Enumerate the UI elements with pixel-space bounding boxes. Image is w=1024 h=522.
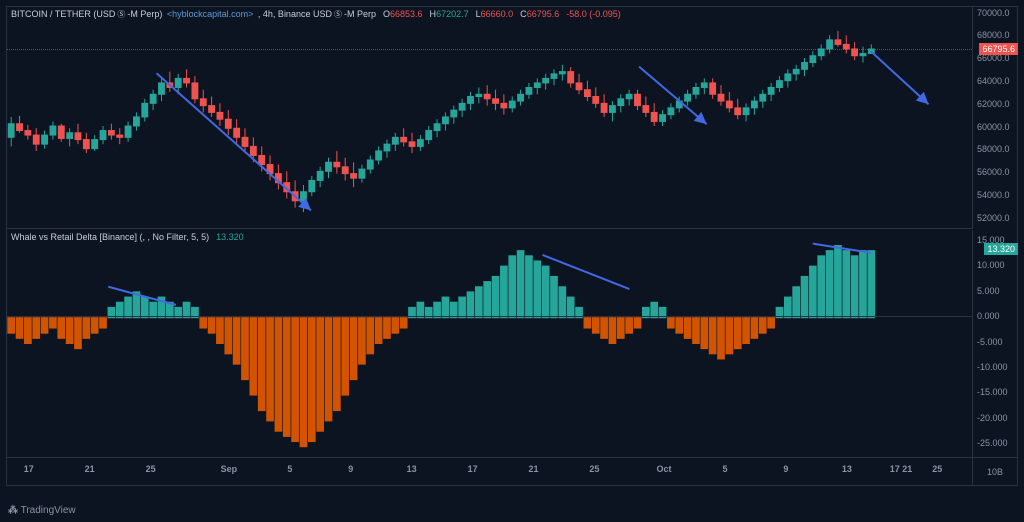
y-tick: -20.000 bbox=[977, 413, 1008, 423]
symbol-title: BITCOIN / TETHER (USD bbox=[11, 9, 115, 19]
delta-histogram[interactable] bbox=[7, 230, 972, 457]
y-tick: -25.000 bbox=[977, 438, 1008, 448]
source-link[interactable]: <hyblockcapital.com> bbox=[167, 9, 254, 19]
x-tick: 17 bbox=[890, 464, 900, 474]
ohlc-high: 67202.7 bbox=[436, 9, 469, 19]
ohlc-close: 66795.6 bbox=[527, 9, 560, 19]
x-tick: Oct bbox=[657, 464, 672, 474]
x-tick: 13 bbox=[407, 464, 417, 474]
y-tick: -5.000 bbox=[977, 337, 1003, 347]
chart-area[interactable]: BITCOIN / TETHER (USDⓈ-M Perp) <hyblockc… bbox=[6, 6, 1018, 486]
y-tick: 10.000 bbox=[977, 260, 1005, 270]
y-tick: 60000.0 bbox=[977, 122, 1010, 132]
x-tick: 9 bbox=[348, 464, 353, 474]
x-tick: 17 bbox=[24, 464, 34, 474]
ohlc-open: 66853.6 bbox=[390, 9, 423, 19]
time-axis[interactable]: 172125Sep5913172125Oct5913172125 bbox=[7, 457, 972, 485]
x-tick: 25 bbox=[932, 464, 942, 474]
x-tick: 25 bbox=[589, 464, 599, 474]
x-tick: 5 bbox=[287, 464, 292, 474]
delta-y-axis[interactable]: 13.320 -25.000 -20.000 -15.000 -10.000 -5.00… bbox=[972, 230, 1017, 457]
y-tick: 62000.0 bbox=[977, 99, 1010, 109]
ohlc-low: 66660.0 bbox=[481, 9, 514, 19]
x-tick: 9 bbox=[783, 464, 788, 474]
y-tick: 58000.0 bbox=[977, 144, 1010, 154]
zero-line bbox=[7, 316, 972, 317]
ohlc-change: -58.0 (-0.095) bbox=[566, 9, 621, 19]
delta-panel[interactable]: Whale vs Retail Delta [Binance] (, , No … bbox=[7, 230, 972, 457]
x-tick: Sep bbox=[221, 464, 238, 474]
price-header: BITCOIN / TETHER (USDⓈ-M Perp) <hyblockc… bbox=[11, 9, 623, 20]
y-tick: 5.000 bbox=[977, 286, 1000, 296]
delta-value: 13.320 bbox=[216, 232, 244, 242]
chart-container: BITCOIN / TETHER (USDⓈ-M Perp) <hyblockc… bbox=[0, 0, 1024, 522]
y-tick: 52000.0 bbox=[977, 213, 1010, 223]
x-tick: 17 bbox=[468, 464, 478, 474]
current-price-line bbox=[7, 49, 972, 50]
x-tick: 21 bbox=[85, 464, 95, 474]
y-tick: 64000.0 bbox=[977, 76, 1010, 86]
price-panel[interactable]: BITCOIN / TETHER (USDⓈ-M Perp) <hyblockc… bbox=[7, 7, 972, 229]
x-tick: 5 bbox=[722, 464, 727, 474]
tradingview-logo[interactable]: ⁂ TradingView bbox=[8, 505, 76, 516]
price-y-axis[interactable]: 66795.6 52000.0 54000.0 56000.0 58000.0 6000… bbox=[972, 7, 1017, 229]
y-tick: 56000.0 bbox=[977, 167, 1010, 177]
x-axis-corner: 10B bbox=[972, 457, 1017, 485]
x-tick: 13 bbox=[842, 464, 852, 474]
candlestick-chart[interactable] bbox=[7, 7, 972, 228]
y-tick: 70000.0 bbox=[977, 8, 1010, 18]
current-price-badge: 66795.6 bbox=[979, 43, 1018, 55]
y-tick: 68000.0 bbox=[977, 30, 1010, 40]
current-delta-badge: 13.320 bbox=[984, 243, 1018, 255]
delta-header: Whale vs Retail Delta [Binance] (, , No … bbox=[11, 232, 246, 242]
y-tick: -10.000 bbox=[977, 362, 1008, 372]
x-tick: 21 bbox=[902, 464, 912, 474]
delta-title: Whale vs Retail Delta [Binance] (, , No … bbox=[11, 232, 209, 242]
y-tick: 54000.0 bbox=[977, 190, 1010, 200]
x-tick: 21 bbox=[529, 464, 539, 474]
y-tick: -15.000 bbox=[977, 387, 1008, 397]
x-tick: 25 bbox=[146, 464, 156, 474]
y-tick: 0.000 bbox=[977, 311, 1000, 321]
